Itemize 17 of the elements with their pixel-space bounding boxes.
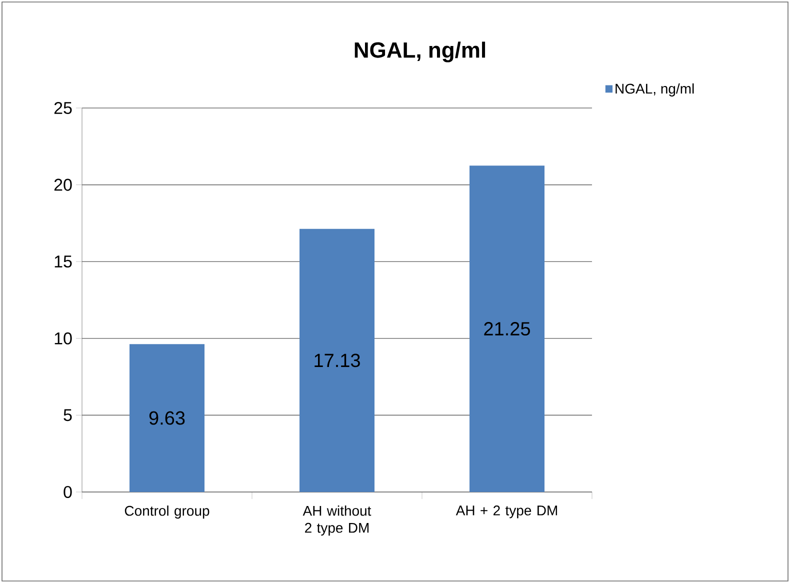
legend-label: NGAL, ng/ml bbox=[616, 83, 694, 96]
x-tick-label: Control group bbox=[124, 506, 210, 519]
chart-title: NGAL, ng/ml bbox=[354, 42, 486, 62]
y-tick-label: 5 bbox=[64, 409, 72, 422]
y-tick-label: 0 bbox=[64, 486, 72, 498]
bar bbox=[130, 344, 205, 492]
x-tick-label: AH + 2 type DM bbox=[456, 506, 558, 518]
x-tick-label: AH without 2 type DM bbox=[302, 506, 372, 536]
data-label: 21.25 bbox=[484, 322, 530, 336]
y-tick-label: 25 bbox=[54, 102, 72, 114]
y-tick-label: 15 bbox=[54, 256, 72, 268]
y-tick-label: 20 bbox=[54, 178, 72, 191]
data-label: 17.13 bbox=[314, 354, 360, 368]
bar bbox=[300, 228, 375, 492]
data-label: 9.63 bbox=[149, 411, 185, 425]
bar bbox=[470, 166, 545, 492]
y-tick-label: 10 bbox=[54, 332, 72, 344]
